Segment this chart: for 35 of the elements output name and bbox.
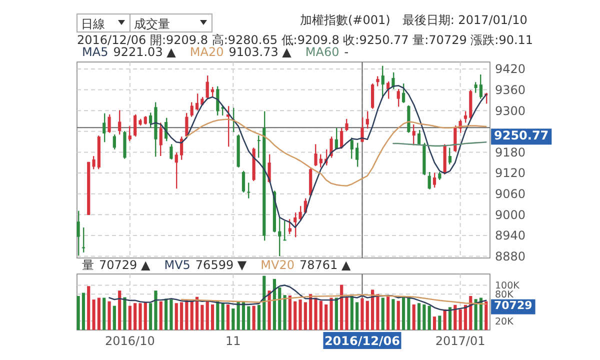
text: 9103.73 ▲	[228, 45, 292, 59]
text: 70729	[494, 299, 532, 312]
ref-line-label: 9250.77	[494, 128, 549, 142]
y-tick-label: 9300	[495, 104, 526, 118]
text: MA5	[82, 45, 108, 59]
y-tick-label: 9180	[495, 145, 526, 160]
text: MA60	[305, 45, 340, 59]
text: 9221.03 ▲	[113, 45, 177, 59]
chart-title: 加權指數(#001)	[300, 13, 390, 27]
text: 70729 ▲	[99, 258, 151, 272]
text: MV20	[260, 258, 294, 272]
text: 日線	[81, 17, 105, 31]
y-tick-label: 9420	[495, 62, 526, 76]
y-tick-label: 20K	[495, 316, 514, 328]
y-tick-label: 9120	[495, 166, 526, 180]
x-tick-label: 2016/12/06	[324, 334, 400, 348]
chart-subtitle: 最後日期: 2017/01/10	[402, 13, 528, 27]
x-tick-label: 11	[226, 334, 241, 348]
y-tick-label: 9000	[495, 208, 526, 222]
text: MV5	[164, 258, 190, 272]
series-label: 量	[82, 258, 94, 272]
text: 76599 ▼	[195, 258, 248, 272]
text: 2016/12/06 開:9209.8 高:9280.65 低:9209.8 收:9250.77 量:70729 漲跌:90.11	[77, 33, 534, 47]
text: 78761 ▲	[299, 258, 352, 272]
text: -	[344, 45, 349, 59]
text: 成交量	[134, 17, 170, 31]
text: MA20	[190, 45, 224, 59]
y-tick-label: 80K	[495, 289, 514, 300]
y-tick-label: 9360	[495, 82, 526, 97]
x-tick-label: 2016/10	[104, 334, 155, 348]
y-tick-label: 8940	[495, 228, 526, 243]
y-tick-label: 8880	[495, 249, 526, 264]
x-tick-label: 2017/01	[435, 334, 486, 348]
y-tick-label: 100K	[495, 280, 520, 292]
y-tick-label: 9060	[495, 187, 526, 202]
